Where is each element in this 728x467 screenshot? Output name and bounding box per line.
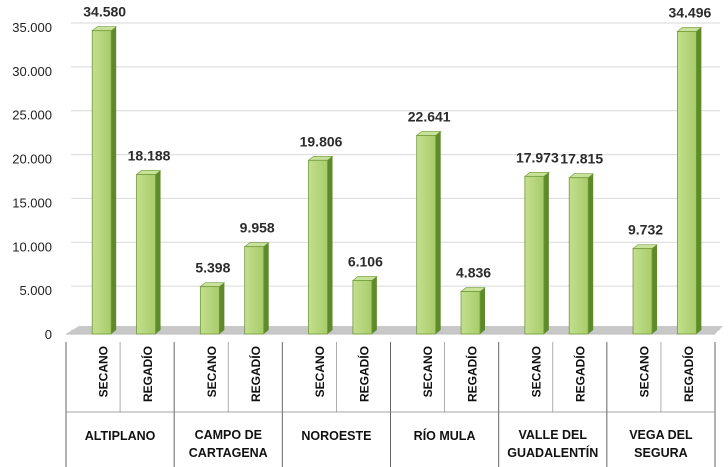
category-sublabel: SECANO — [529, 346, 543, 397]
category-group-label: RÍO MULA — [414, 428, 476, 443]
category-sublabel: SECANO — [421, 346, 435, 397]
category-sublabel: REGADÍO — [356, 346, 371, 402]
bar — [352, 280, 373, 335]
data-label: 17.815 — [560, 151, 603, 167]
category-group-label: VALLE DEL — [518, 428, 587, 442]
data-label: 9.958 — [240, 220, 275, 236]
bar-side — [219, 282, 225, 334]
category-sublabel: SECANO — [638, 346, 652, 397]
category-sublabel: REGADÍO — [140, 346, 155, 402]
y-tick-label: 35.000 — [12, 20, 52, 35]
bar — [136, 174, 156, 335]
category-sublabel: SECANO — [97, 346, 111, 397]
category-sublabel: REGADÍO — [465, 346, 480, 402]
bar-side — [588, 173, 594, 334]
data-label: 9.732 — [628, 222, 663, 238]
data-label: 17.973 — [516, 149, 559, 165]
category-sublabel: REGADÍO — [681, 346, 696, 402]
bar — [416, 135, 437, 335]
bar — [308, 159, 328, 335]
data-label: 19.806 — [300, 133, 343, 149]
category-sublabel: SECANO — [313, 346, 327, 397]
bar-side — [652, 244, 658, 334]
bar-side — [435, 131, 441, 334]
data-label: 22.641 — [408, 108, 451, 124]
bar — [632, 248, 653, 335]
y-tick-label: 0 — [45, 327, 52, 342]
bar-side — [263, 242, 269, 334]
bar — [460, 291, 481, 335]
data-label: 5.398 — [195, 260, 230, 276]
bar-side — [696, 27, 702, 334]
category-group-label: ALTIPLANO — [85, 429, 156, 443]
data-label: 18.188 — [128, 147, 171, 163]
category-sublabel: REGADÍO — [248, 346, 263, 402]
y-tick-label: 5.000 — [19, 283, 52, 298]
bar-side — [543, 172, 549, 334]
category-group-label: CAMPO DE — [195, 428, 262, 442]
y-tick-label: 25.000 — [12, 108, 52, 123]
category-group-label: CARTAGENA — [189, 446, 268, 460]
bar-side — [155, 170, 161, 334]
chart-floor — [66, 326, 723, 334]
data-label: 34.496 — [668, 4, 711, 20]
bar — [244, 246, 265, 335]
bar — [524, 175, 545, 335]
category-sublabel: SECANO — [205, 346, 219, 397]
category-group-label: NOROESTE — [301, 429, 371, 443]
bar-side — [480, 287, 486, 334]
data-label: 4.836 — [456, 265, 491, 281]
y-tick-label: 15.000 — [12, 195, 52, 210]
bar — [199, 286, 220, 335]
bar — [568, 177, 589, 335]
bar-side — [371, 276, 377, 334]
category-group-label: VEGA DEL — [629, 428, 693, 442]
bar-side — [111, 26, 117, 335]
bar — [676, 31, 697, 335]
y-tick-label: 30.000 — [12, 64, 52, 79]
data-label: 34.580 — [83, 4, 126, 20]
category-group-label: SEGURA — [634, 446, 687, 460]
bar — [91, 30, 112, 335]
data-label: 6.106 — [348, 253, 383, 269]
y-tick-label: 20.000 — [12, 152, 52, 167]
category-sublabel: REGADÍO — [573, 346, 588, 402]
y-tick-label: 10.000 — [12, 239, 52, 254]
bar-side — [327, 156, 333, 334]
category-group-label: GUADALENTÍN — [507, 445, 598, 460]
